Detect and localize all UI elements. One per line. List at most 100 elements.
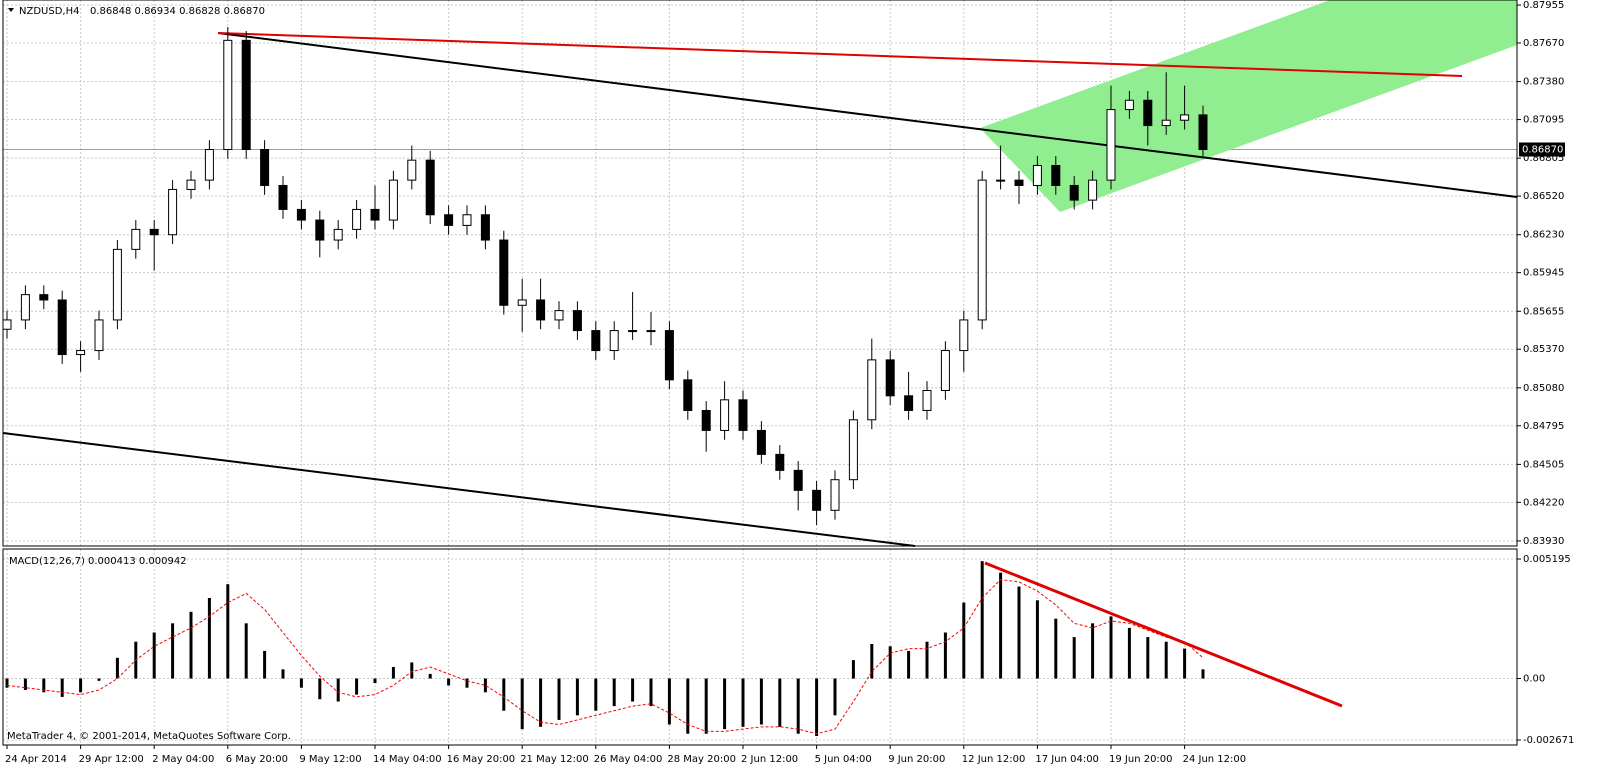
x-tick-label: 14 May 04:00: [373, 754, 442, 765]
candle-body: [480, 214, 490, 241]
candle-body: [260, 149, 270, 186]
macd-bar: [152, 632, 156, 679]
candle-body: [885, 359, 895, 397]
candle-body: [57, 299, 67, 356]
marks-layer: [2, 27, 1208, 737]
macd-bar: [355, 678, 359, 695]
macd-bar: [594, 678, 598, 711]
macd-bar: [723, 678, 727, 730]
macd-bar: [428, 673, 432, 679]
y-tick-label: 0.84220: [1523, 497, 1564, 508]
macd-bar: [410, 662, 414, 679]
signal-line: [6, 579, 1204, 735]
macd-bar: [189, 611, 193, 679]
x-tick-label: 9 Jun 20:00: [888, 754, 945, 765]
y-tick-label: 0.84795: [1523, 421, 1564, 432]
candle-body: [20, 294, 30, 321]
menu-triangle: [8, 8, 14, 12]
macd-bar: [539, 678, 543, 727]
x-tick-label: 6 May 20:00: [226, 754, 288, 765]
macd-panel-frame: [2, 548, 1518, 746]
x-tick-label: 28 May 20:00: [667, 754, 736, 765]
trend-line: [217, 32, 1518, 198]
y-tick-label: 0.85655: [1523, 306, 1564, 317]
candle-body: [1180, 114, 1190, 121]
macd-bar: [1109, 616, 1113, 679]
resistance-line: [217, 32, 1463, 77]
last-price-label: 0.86870: [1522, 145, 1563, 156]
chart-title: NZDUSD,H4: [19, 6, 79, 17]
y-tick-label: 0.87380: [1523, 77, 1564, 88]
y-tick-label: -0.002671: [1523, 735, 1574, 746]
macd-bar: [1054, 618, 1058, 679]
x-tick-label: 24 Apr 2014: [5, 754, 67, 765]
x-tick-label: 12 Jun 12:00: [962, 754, 1026, 765]
candle-body: [352, 208, 362, 230]
candle-body: [609, 330, 619, 352]
macd-bar: [299, 678, 303, 688]
x-tick-label: 21 May 12:00: [520, 754, 589, 765]
macd-bar: [833, 678, 837, 716]
x-tick-label: 19 Jun 20:00: [1109, 754, 1173, 765]
candle-body: [39, 294, 49, 301]
macd-bar: [483, 678, 487, 693]
candle-body: [149, 228, 159, 236]
candle-body: [131, 228, 141, 250]
macd-bar: [796, 678, 800, 734]
x-tick-label: 9 May 12:00: [299, 754, 361, 765]
candle-body: [775, 453, 785, 471]
macd-bar: [391, 667, 395, 679]
macd-bar: [612, 678, 616, 707]
y-tick-label: 0.85080: [1523, 383, 1564, 394]
macd-bar: [1127, 627, 1131, 679]
macd-bar: [667, 678, 671, 725]
candle-body: [76, 350, 86, 356]
macd-bar: [778, 678, 782, 727]
macd-bar: [1091, 623, 1095, 679]
candle-body: [904, 395, 914, 411]
macd-bar: [336, 678, 340, 702]
candle-body: [996, 179, 1006, 182]
candle-body: [793, 469, 803, 491]
candle-body: [499, 239, 509, 306]
y-tick-label: 0.84505: [1523, 459, 1564, 470]
x-tick-label: 16 May 20:00: [447, 754, 516, 765]
macd-bar: [686, 678, 690, 734]
candle-body: [1198, 114, 1208, 151]
last-price-box: [1519, 142, 1565, 157]
macd-bar: [1146, 637, 1150, 679]
macd-bar: [42, 678, 46, 693]
macd-bar: [631, 678, 635, 702]
macd-bar: [999, 572, 1003, 679]
macd-bar: [5, 678, 9, 688]
macd-bar: [318, 678, 322, 700]
macd-bar: [23, 678, 27, 691]
candle-body: [683, 379, 693, 411]
macd-bar: [1072, 637, 1076, 679]
overlay-layer: [984, 561, 1343, 708]
candle-body: [1051, 164, 1061, 186]
macd-bar: [520, 678, 524, 730]
candle-body: [94, 319, 104, 352]
macd-bar: [465, 678, 469, 688]
macd-bar: [447, 678, 451, 686]
x-tick-label: 2 Jun 12:00: [741, 754, 798, 765]
candle-body: [204, 149, 214, 181]
y-tick-label: 0.87955: [1523, 0, 1564, 11]
candle-body: [315, 219, 325, 241]
candle-body: [812, 489, 822, 511]
macd-bar: [502, 678, 506, 711]
macd-bar: [741, 678, 745, 727]
y-tick-label: 0.85370: [1523, 344, 1564, 355]
macd-bar: [60, 678, 64, 697]
macd-bar: [557, 678, 561, 720]
candle-body: [959, 319, 969, 352]
candle-body: [1106, 109, 1116, 181]
candle-body: [738, 399, 748, 431]
x-tick-label: 29 Apr 12:00: [79, 754, 144, 765]
candle-body: [701, 409, 711, 431]
macd-bar: [207, 598, 211, 679]
macd-bar: [759, 678, 763, 725]
candle-body: [867, 359, 877, 421]
